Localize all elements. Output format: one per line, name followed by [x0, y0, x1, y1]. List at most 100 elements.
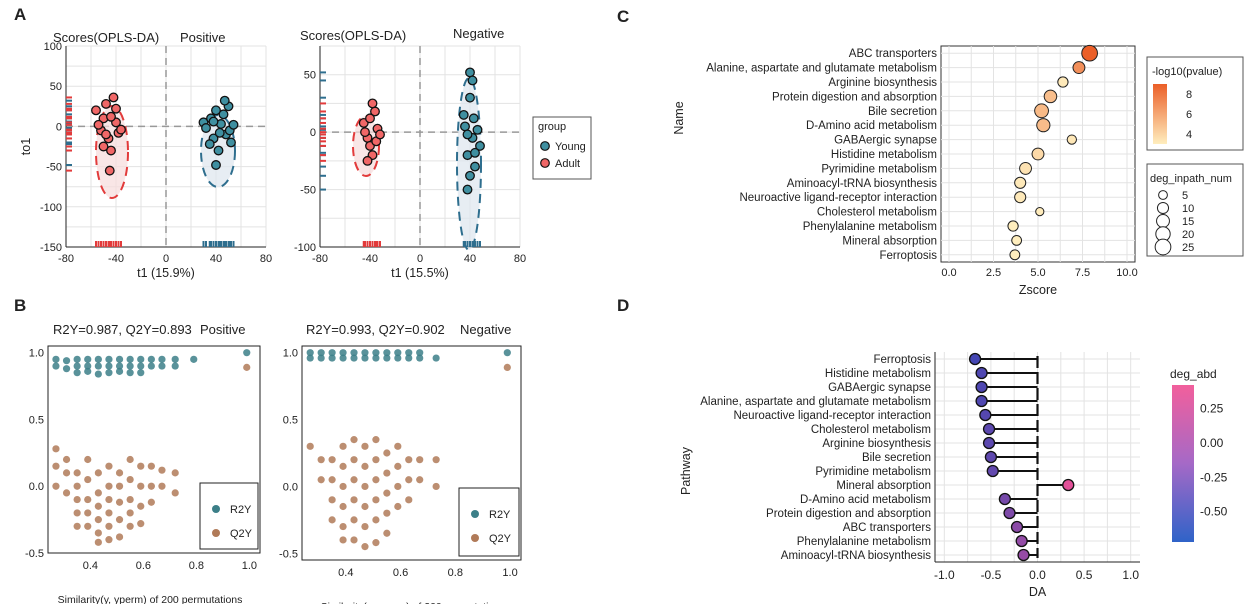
young-point — [462, 184, 473, 195]
young-point — [475, 140, 485, 151]
young-point — [211, 105, 221, 116]
q2y-point — [361, 502, 369, 511]
pathway-label: Histidine metabolism — [831, 149, 937, 161]
x-tick-label: 80 — [260, 253, 272, 265]
q2y-point — [52, 482, 60, 490]
young-point — [470, 161, 480, 172]
q2y-point — [73, 495, 81, 504]
r2y-point — [84, 367, 92, 375]
x-axis-label: Zscore — [1019, 283, 1057, 297]
color-legend-tick: 8 — [1186, 89, 1192, 101]
q2y-point — [361, 522, 369, 531]
q2y-point — [405, 496, 413, 504]
r2y-point — [339, 349, 347, 357]
lollipop-point — [984, 450, 998, 464]
q2y-point — [52, 462, 60, 470]
pathway-label: Phenylalanine metabolism — [803, 221, 937, 233]
legend-young-marker — [540, 141, 550, 151]
q2y-point — [361, 482, 369, 491]
young-point — [467, 75, 478, 86]
y-tick-label: 0.0 — [283, 481, 298, 493]
x-axis-label: t1 (15.9%) — [137, 266, 195, 280]
r2y-point — [84, 355, 92, 363]
q2y-point — [126, 509, 134, 517]
q2y-point — [405, 476, 413, 484]
young-point — [228, 119, 239, 130]
r2y-point — [52, 362, 60, 370]
lollipop-point — [982, 422, 996, 436]
q2y-point — [339, 522, 347, 531]
x-tick-label: 1.0 — [242, 560, 257, 572]
bubble-point — [1072, 61, 1086, 75]
q2y-point — [328, 476, 336, 484]
q2y-point — [137, 502, 145, 510]
q2y-point — [84, 455, 92, 464]
q2y-point — [328, 516, 336, 524]
q2y-point — [372, 516, 380, 524]
q2y-point — [394, 442, 402, 450]
color-legend-tick: 6 — [1186, 109, 1192, 121]
y-axis-label: Name — [672, 101, 686, 134]
panel-b-negative: 0.4 0.6 0.8 1.0 -0.5 0.0 0.5 1.0 Similarity(y, y… — [279, 322, 522, 604]
adult-point — [111, 103, 121, 114]
r2y-point — [105, 369, 113, 377]
y-axis-label: to1 — [19, 138, 33, 155]
adult-point — [116, 124, 126, 135]
color-legend-tick: 0.25 — [1200, 401, 1224, 415]
r2y-point — [52, 355, 60, 363]
q2y-point — [94, 489, 102, 497]
r2y-point — [503, 349, 511, 357]
q2y-point — [126, 475, 134, 484]
x-tick-label: 0.6 — [136, 560, 151, 572]
q2y-point — [84, 495, 92, 504]
q2y-point — [137, 482, 145, 490]
y-tick-label: 0 — [310, 127, 316, 139]
r2y-point — [361, 349, 369, 357]
r2y-point — [416, 354, 424, 362]
q2y-point — [394, 482, 402, 491]
legend-q2y-label: Q2Y — [230, 528, 253, 540]
y-tick-label: 0 — [56, 121, 62, 133]
legend-r2y-marker — [471, 510, 479, 518]
r2y-point — [432, 354, 440, 362]
q2y-point — [158, 466, 166, 474]
bubble-point — [1043, 89, 1058, 104]
q2y-point — [126, 455, 134, 464]
q2y-point — [62, 469, 71, 477]
q2y-point — [105, 522, 113, 530]
x-axis-label: Similarity(y, yperm) of 200 permutations — [321, 601, 506, 604]
pathway-label: Mineral absorption — [842, 235, 937, 247]
q2y-point — [84, 475, 92, 484]
pathway-label: GABAergic synapse — [834, 135, 937, 147]
q2y-point — [503, 363, 511, 371]
r2y-point — [306, 354, 314, 362]
q2y-point — [105, 495, 113, 504]
y-tick-label: 0.5 — [283, 415, 298, 427]
x-tick-label: 0.8 — [448, 567, 463, 579]
lollipop-point — [979, 408, 992, 422]
q2y-point — [317, 456, 325, 464]
young-point — [218, 109, 229, 120]
lollipop-point — [1003, 506, 1016, 520]
q2y-point — [361, 462, 369, 470]
pathway-label: Pyrimidine metabolism — [821, 163, 937, 175]
adult-point — [104, 165, 115, 176]
young-point — [214, 127, 225, 138]
y-tick-label: -100 — [294, 242, 316, 254]
adult-point — [91, 105, 101, 116]
r2y-point — [94, 370, 102, 378]
panel-d-da: Ferroptosis Histidine metabolism GABAergic… — [679, 352, 1228, 599]
q2y-point — [328, 456, 336, 464]
q2y-point — [350, 436, 358, 444]
q2y-point — [73, 509, 81, 517]
x-tick-label: -0.5 — [981, 568, 1002, 582]
pathway-label: Cholesterol metabolism — [811, 424, 931, 436]
q2y-point — [350, 476, 358, 484]
bubble-point — [1009, 249, 1021, 261]
r2y-point — [405, 349, 413, 357]
r2y-point — [383, 354, 391, 362]
q2y-point — [115, 516, 124, 524]
r2y-point — [328, 349, 336, 357]
size-legend-marker — [1156, 214, 1170, 228]
